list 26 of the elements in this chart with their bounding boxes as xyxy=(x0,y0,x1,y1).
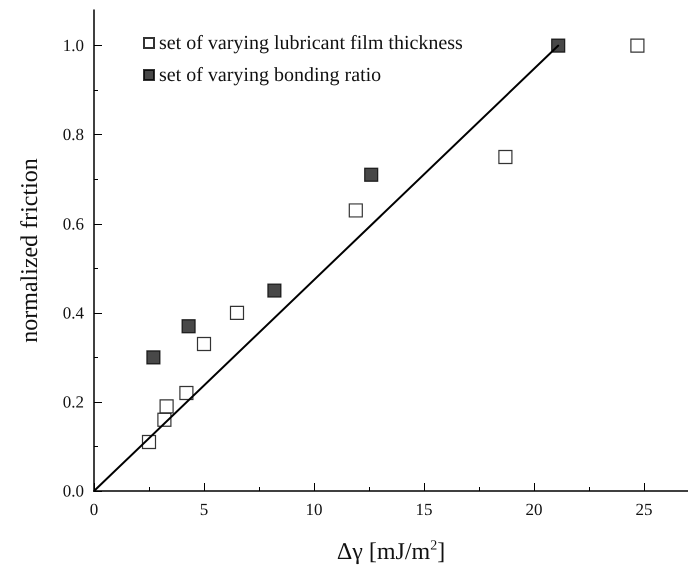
point xyxy=(348,203,363,218)
point xyxy=(160,399,174,414)
x-tick-label: 10 xyxy=(306,500,322,519)
y-tick-label: 0.6 xyxy=(62,214,84,234)
y-axis-title: normalized friction xyxy=(17,158,43,343)
x-tick-label: 15 xyxy=(416,500,432,519)
point xyxy=(196,336,212,352)
legend-label: set of varying bonding ratio xyxy=(159,64,382,86)
legend-label: set of varying lubricant film thickness xyxy=(159,32,464,54)
point xyxy=(179,386,194,400)
y-tick-label: 0.4 xyxy=(62,303,84,322)
point xyxy=(230,306,244,320)
point xyxy=(182,319,196,334)
point xyxy=(146,350,160,364)
y-tick-label: 0.0 xyxy=(62,482,84,500)
x-tick-label: 0 xyxy=(90,500,98,519)
x-tick-label: 5 xyxy=(200,500,208,519)
x-tick-label: 25 xyxy=(636,500,652,519)
point xyxy=(364,168,378,182)
point xyxy=(267,283,282,298)
point xyxy=(498,150,512,164)
y-tick-label: 0.8 xyxy=(62,125,84,144)
point xyxy=(630,38,644,53)
y-tick-label: 0.2 xyxy=(62,392,84,412)
x-tick-label: 20 xyxy=(526,500,542,519)
y-tick-label: 1.0 xyxy=(62,36,84,56)
